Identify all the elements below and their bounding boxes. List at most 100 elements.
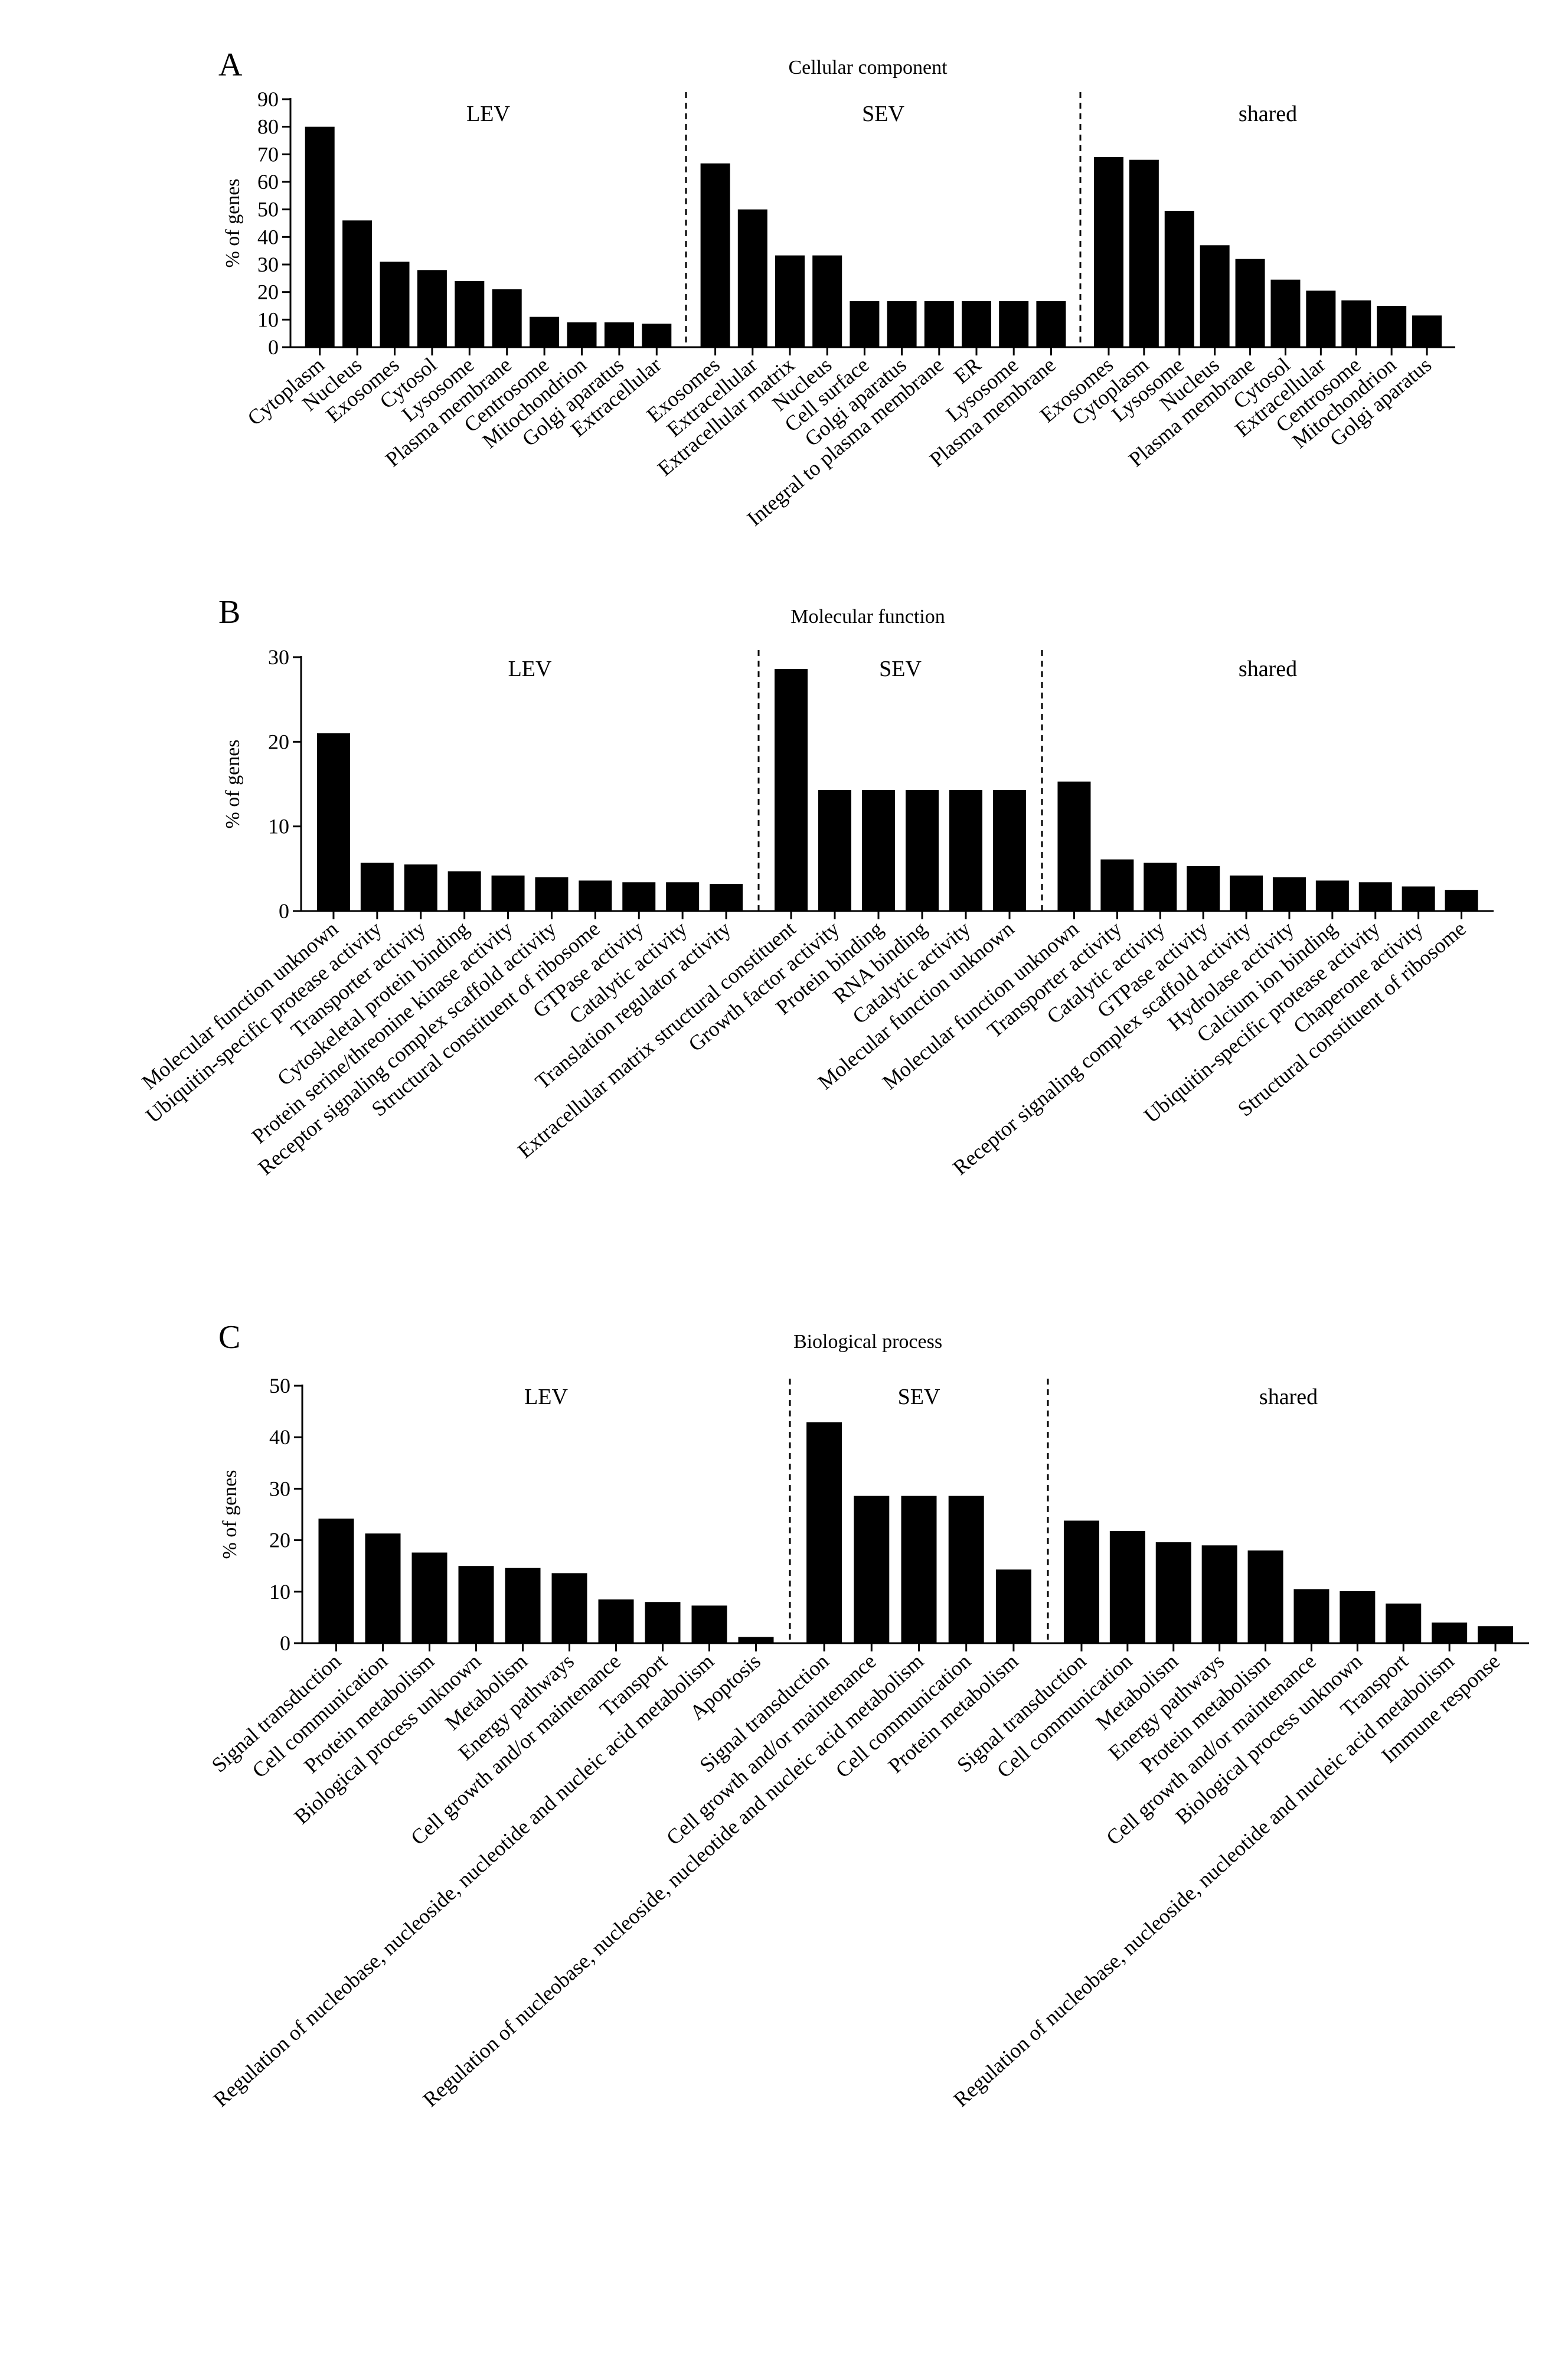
panels: A Cellular component 0 10 20 30 40 50 60 70 80 90 % … (138, 47, 1529, 2111)
bar (710, 884, 743, 911)
bar (1341, 300, 1371, 347)
bar (360, 863, 394, 911)
y-tick-label: 10 (268, 815, 289, 838)
bar (1100, 859, 1134, 911)
bar (995, 1569, 1031, 1643)
y-tick-label: 0 (279, 899, 289, 923)
bar (411, 1552, 447, 1643)
bar (1155, 1542, 1191, 1643)
bar (1201, 1545, 1237, 1643)
bar (906, 790, 939, 911)
y-axis-label: % of genes (222, 178, 244, 267)
bar (1358, 882, 1392, 911)
bar (1109, 1530, 1145, 1643)
bar (806, 1422, 842, 1643)
y-tick-label: 0 (280, 1631, 290, 1655)
y-tick-label: 20 (257, 280, 279, 304)
bar (598, 1599, 634, 1643)
bar (700, 163, 730, 347)
group-label-lev: LEV (508, 657, 552, 681)
panel-letter: B (218, 594, 240, 631)
y-tick-label: 70 (257, 142, 279, 166)
bar (1478, 1626, 1514, 1643)
bar (535, 877, 569, 911)
bar (604, 322, 634, 347)
bar (1230, 875, 1263, 911)
bar (551, 1573, 587, 1643)
bar (318, 1518, 354, 1643)
bar (1402, 886, 1435, 911)
chart-panel-c: C Biological process 0 10 20 30 40 50 % of genes… (207, 1319, 1529, 2111)
y-tick-label: 50 (269, 1374, 290, 1398)
bar (666, 882, 700, 911)
bar (737, 209, 767, 347)
bar (862, 790, 895, 911)
bar (1270, 279, 1301, 347)
bar (948, 1496, 984, 1643)
bar (1063, 1520, 1099, 1643)
bar (812, 255, 842, 347)
group-label-shared: shared (1239, 102, 1297, 126)
group-label-lev: LEV (524, 1385, 568, 1409)
bar (691, 1605, 727, 1643)
bar (924, 301, 954, 347)
bar (1315, 880, 1349, 911)
bar (1306, 290, 1336, 347)
bar (775, 255, 805, 347)
bar (530, 316, 560, 347)
panel-title: Molecular function (790, 606, 945, 628)
y-tick-label: 20 (268, 730, 289, 753)
y-tick-label: 40 (269, 1425, 290, 1449)
y-tick-label: 60 (257, 170, 279, 194)
bar (492, 289, 522, 347)
bar (1293, 1589, 1329, 1643)
y-tick-label: 40 (257, 225, 279, 249)
bar (642, 324, 672, 347)
y-tick-label: 80 (257, 115, 279, 139)
group-label-sev: SEV (879, 657, 922, 681)
category-label: Receptor signaling complex scaffold acti… (948, 916, 1255, 1179)
y-axis-label: % of genes (219, 1470, 241, 1559)
bar (1386, 1603, 1422, 1643)
bar (342, 220, 373, 347)
bar (505, 1568, 541, 1643)
bar (579, 880, 612, 911)
bar (365, 1533, 401, 1643)
bar (993, 790, 1026, 911)
group-label-sev: SEV (862, 102, 904, 126)
bar (1235, 259, 1265, 347)
bar (491, 875, 525, 911)
bar (404, 864, 437, 911)
group-label-lev: LEV (466, 102, 510, 126)
panel-letter: C (218, 1319, 240, 1356)
bar (1432, 1623, 1468, 1643)
chart-panel-a: A Cellular component 0 10 20 30 40 50 60 70 80 90 % … (218, 47, 1455, 531)
bar (775, 669, 808, 911)
bar (1187, 866, 1220, 911)
bar (887, 301, 917, 347)
bar (645, 1602, 681, 1643)
bar (1445, 890, 1478, 911)
panel-title: Cellular component (788, 57, 948, 79)
bar (1377, 306, 1407, 347)
bar (901, 1496, 937, 1643)
bar (455, 281, 485, 347)
bar (1272, 877, 1306, 911)
bar (567, 322, 597, 347)
panel-title: Biological process (793, 1331, 942, 1353)
bar (458, 1566, 494, 1643)
bar (738, 1637, 774, 1643)
y-tick-label: 0 (268, 335, 279, 359)
bar (850, 301, 880, 347)
bar (854, 1496, 890, 1643)
bar (447, 871, 481, 911)
bar (417, 270, 447, 347)
bar (316, 733, 350, 911)
bar (1144, 863, 1177, 911)
y-tick-label: 30 (257, 253, 279, 276)
y-tick-label: 10 (257, 308, 279, 331)
group-label-sev: SEV (898, 1385, 940, 1409)
y-tick-label: 10 (269, 1580, 290, 1604)
